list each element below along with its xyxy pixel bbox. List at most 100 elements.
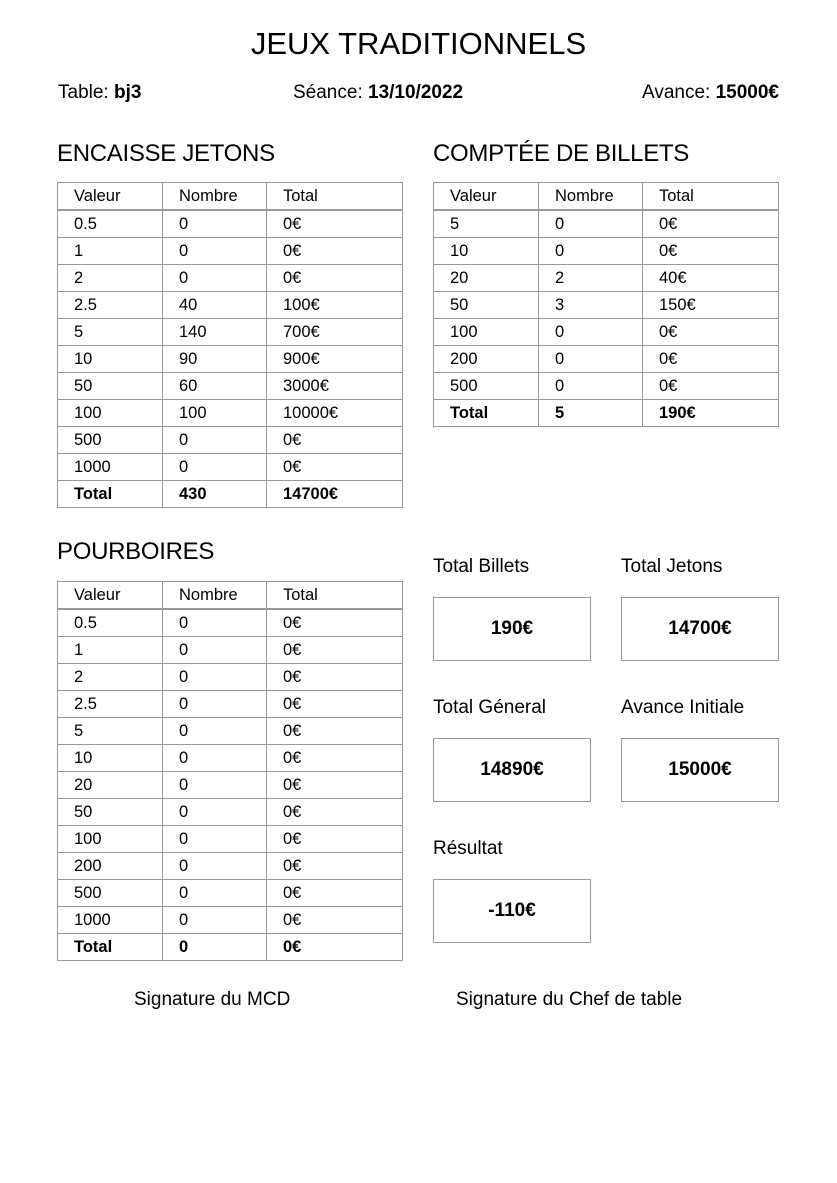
signature-chef: Signature du Chef de table — [456, 989, 683, 1010]
table-row: 1000 0 0€ — [57, 906, 403, 934]
total-general-box: 14890€ — [433, 738, 591, 802]
table-row: 1 0 0€ — [57, 636, 403, 664]
table-cell: 2.5 — [57, 690, 163, 718]
table-cell: 0 — [162, 717, 267, 745]
table-row: 10 0 0€ — [57, 744, 403, 772]
table-header-row: Valeur Nombre Total — [57, 581, 403, 610]
column-header: Total — [266, 182, 403, 211]
table-cell: 0€ — [642, 209, 779, 238]
table-cell: 0 — [162, 744, 267, 772]
table-header-row: Valeur Nombre Total — [57, 182, 403, 211]
table-cell: 0€ — [266, 636, 403, 664]
table-row: 0.5 0 0€ — [57, 608, 403, 637]
table-row: 50 60 3000€ — [57, 372, 403, 400]
table-cell: 0 — [538, 209, 643, 238]
table-row: 100 0 0€ — [57, 825, 403, 853]
table-row: 2 0 0€ — [57, 663, 403, 691]
avance-value: 15000€ — [715, 82, 779, 103]
table-row: 500 0 0€ — [57, 426, 403, 454]
table-row: 0.5 0 0€ — [57, 209, 403, 238]
table-cell: 0€ — [266, 852, 403, 880]
table-cell: 1000 — [57, 906, 163, 934]
total-billets-box: 190€ — [433, 597, 591, 661]
table-cell: 5 — [57, 717, 163, 745]
table-row: 2.5 0 0€ — [57, 690, 403, 718]
table-cell: 700€ — [266, 318, 403, 346]
table-cell: 0€ — [642, 372, 779, 400]
table-row: 2.5 40 100€ — [57, 291, 403, 319]
table-cell: 0 — [162, 825, 267, 853]
table-cell: 150€ — [642, 291, 779, 319]
total-cell: 190€ — [642, 399, 779, 427]
table-row: 100 0 0€ — [433, 318, 779, 346]
table-row: 50 0 0€ — [57, 798, 403, 826]
table-cell: 50 — [433, 291, 539, 319]
table-cell: 140 — [162, 318, 267, 346]
table-cell: 0€ — [266, 717, 403, 745]
total-jetons-box: 14700€ — [621, 597, 779, 661]
table-cell: 0 — [162, 608, 267, 637]
table-row: 5 140 700€ — [57, 318, 403, 346]
resultat-box: -110€ — [433, 879, 591, 943]
table-cell: 0€ — [266, 825, 403, 853]
total-cell: Total — [57, 480, 163, 508]
total-row: Total 5 190€ — [433, 399, 779, 427]
table-header-row: Valeur Nombre Total — [433, 182, 779, 211]
table-cell: 0€ — [642, 345, 779, 373]
table-cell: 0€ — [266, 209, 403, 238]
column-header: Total — [266, 581, 403, 610]
table-cell: 0 — [162, 663, 267, 691]
billets-title: COMPTÉE DE BILLETS — [433, 140, 689, 167]
total-cell: 5 — [538, 399, 643, 427]
total-cell: 430 — [162, 480, 267, 508]
table-cell: 100 — [57, 825, 163, 853]
table-cell: 20 — [433, 264, 539, 292]
table-cell: 500 — [57, 879, 163, 907]
table-cell: 0 — [162, 906, 267, 934]
table-row: 1 0 0€ — [57, 237, 403, 265]
table-cell: 2.5 — [57, 291, 163, 319]
table-cell: 0€ — [266, 426, 403, 454]
table-value: bj3 — [113, 82, 142, 103]
jetons-title: ENCAISSE JETONS — [57, 140, 275, 167]
table-row: 5 0 0€ — [57, 717, 403, 745]
column-header: Total — [642, 182, 779, 211]
table-row: 200 0 0€ — [57, 852, 403, 880]
table-cell: 5 — [57, 318, 163, 346]
table-cell: 0 — [538, 237, 643, 265]
table-cell: 0€ — [266, 798, 403, 826]
table-cell: 0€ — [266, 608, 403, 637]
table-cell: 100 — [433, 318, 539, 346]
table-cell: 0 — [538, 345, 643, 373]
avance-initiale-label: Avance Initiale — [621, 697, 745, 718]
table-cell: 0 — [162, 264, 267, 292]
table-row: 500 0 0€ — [433, 372, 779, 400]
table-cell: 0€ — [266, 690, 403, 718]
total-billets-label: Total Billets — [433, 556, 530, 577]
table-cell: 3 — [538, 291, 643, 319]
table-cell: 0 — [162, 798, 267, 826]
table-label: Table: — [58, 82, 109, 103]
table-cell: 20 — [57, 771, 163, 799]
table-row: 10 90 900€ — [57, 345, 403, 373]
table-cell: 3000€ — [266, 372, 403, 400]
jetons-table: Valeur Nombre Total 0.5 0 0€ 1 0 0€ 2 0 0€ 2.5 40 100€… — [57, 182, 403, 508]
table-row: 20 0 0€ — [57, 771, 403, 799]
column-header: Nombre — [162, 182, 267, 211]
total-cell: 0€ — [266, 933, 403, 961]
table-cell: 2 — [538, 264, 643, 292]
table-cell: 500 — [57, 426, 163, 454]
total-general-label: Total Géneral — [433, 697, 547, 718]
pourboires-title: POURBOIRES — [57, 538, 215, 565]
total-cell: 0 — [162, 933, 267, 961]
table-cell: 0€ — [266, 237, 403, 265]
table-cell: 0€ — [266, 264, 403, 292]
avance-info: Avance: 15000€ — [642, 82, 779, 104]
table-cell: 0 — [162, 453, 267, 481]
table-cell: 200 — [433, 345, 539, 373]
table-cell: 0€ — [266, 663, 403, 691]
table-cell: 0 — [162, 426, 267, 454]
total-row: Total 0 0€ — [57, 933, 403, 961]
table-info: Table: bj3 — [58, 82, 141, 104]
